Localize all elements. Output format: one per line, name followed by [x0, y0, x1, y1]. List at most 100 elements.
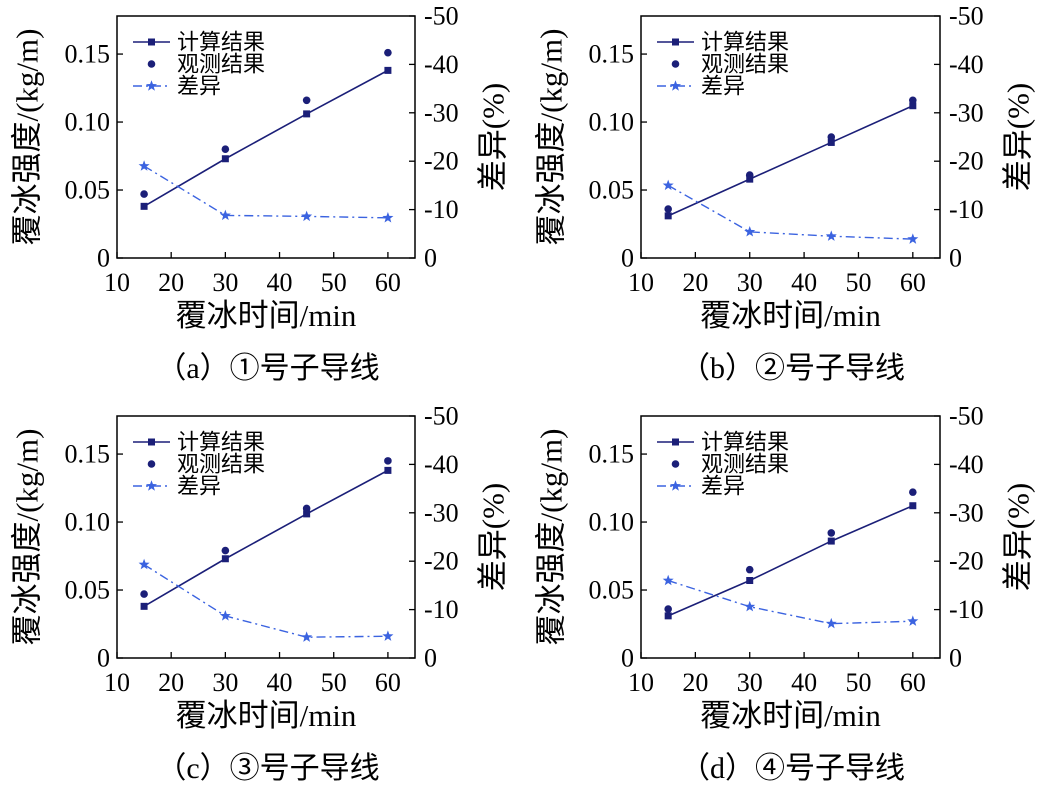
calculated-line — [143, 469, 389, 608]
y-tick-label-right: -10 — [424, 595, 459, 624]
chart-panel-b: 10 20 30 40 50 60 0 0.05 0.10 0.15 0 -10 -20 -30 -40 -5… — [534, 2, 1036, 386]
legend-item-calculated: 计算结果 — [133, 30, 265, 55]
calculated-line — [143, 69, 389, 208]
y-tick-label-left: 0.15 — [589, 440, 635, 469]
y-axis-label-right: 差异(%) — [1001, 83, 1036, 191]
chart-panel-a: 10 20 30 40 50 60 0 0.05 0.10 0.15 0 -10 -20 -30 -40 -5… — [10, 2, 511, 386]
legend-item-calculated: 计算结果 — [657, 430, 789, 455]
calculated-point — [221, 555, 229, 563]
legend-marker-sample — [671, 60, 680, 68]
y-tick-label-left: 0.15 — [65, 440, 111, 469]
calculated-point — [909, 102, 917, 110]
y-tick-label-right: -20 — [424, 147, 459, 176]
y-tick-label-right: 0 — [424, 244, 437, 273]
x-axis-label: 覆冰时间/min — [700, 698, 881, 733]
chart-panel-c: 10 20 30 40 50 60 0 0.05 0.10 0.15 0 -10 -20 -30 -40 -5… — [10, 402, 511, 786]
y-tick-label-left: 0.05 — [65, 576, 111, 605]
x-axis-label: 覆冰时间/min — [176, 698, 357, 733]
y-tick-label-left: 0 — [621, 244, 634, 273]
legend-item-observed: 观测结果 — [671, 452, 789, 477]
x-tick-label: 60 — [900, 668, 926, 697]
x-axis-label: 覆冰时间/min — [176, 298, 357, 333]
difference-point — [744, 600, 756, 612]
legend-marker-sample — [145, 80, 158, 91]
legend-marker-sample — [147, 460, 156, 468]
x-tick-label: 10 — [104, 668, 130, 697]
difference-line — [143, 165, 388, 219]
y-tick-label-right: 0 — [424, 644, 437, 673]
y-tick-label-left: 0.05 — [589, 176, 635, 205]
legend-label: 计算结果 — [177, 30, 265, 55]
difference-point — [662, 574, 674, 586]
legend-marker-sample — [671, 460, 680, 468]
difference-point — [382, 630, 394, 641]
y-tick-label-right: -40 — [424, 50, 459, 79]
difference-point — [219, 610, 231, 621]
x-tick-label: 60 — [375, 268, 401, 297]
legend-marker-sample — [148, 438, 155, 446]
y-tick-label-left: 0.15 — [65, 40, 111, 69]
plot-frame — [640, 15, 941, 259]
legend-label: 计算结果 — [177, 430, 265, 455]
calculated-line — [667, 105, 914, 217]
y-tick-label-left: 0.10 — [65, 108, 111, 137]
difference-point — [219, 209, 231, 221]
observed-point — [664, 205, 672, 213]
legend-marker-sample — [672, 438, 679, 446]
x-tick-label: 20 — [682, 668, 708, 697]
x-tick-label: 40 — [791, 268, 817, 297]
legend-item-difference: 差异 — [133, 74, 221, 99]
observed-point — [745, 171, 754, 179]
y-tick-label-left: 0.10 — [589, 508, 635, 537]
y-tick-label-right: -40 — [424, 450, 459, 479]
x-tick-label: 50 — [321, 268, 347, 297]
y-axis-label-right: 差异(%) — [476, 83, 511, 191]
legend-item-observed: 观测结果 — [147, 52, 265, 77]
legend-item-calculated: 计算结果 — [657, 30, 789, 55]
legend-item-difference: 差异 — [657, 474, 745, 499]
difference-point — [825, 230, 837, 241]
observed-point — [909, 488, 917, 496]
difference-point — [744, 226, 756, 237]
legend-marker-sample — [148, 38, 155, 46]
x-tick-label: 20 — [158, 668, 184, 697]
observed-point — [664, 605, 672, 613]
x-tick-label: 10 — [628, 668, 654, 697]
observed-point — [302, 504, 311, 513]
x-tick-label: 50 — [845, 268, 871, 297]
y-tick-label-right: -10 — [949, 195, 984, 224]
calculated-point — [909, 502, 917, 510]
y-tick-label-left: 0 — [97, 644, 110, 673]
plot-frame — [640, 415, 941, 659]
calculated-point — [384, 466, 392, 474]
calculated-point — [384, 66, 392, 74]
y-axis-label-right: 差异(%) — [476, 483, 511, 591]
legend-item-difference: 差异 — [133, 474, 221, 499]
chart-panel-d: 10 20 30 40 50 60 0 0.05 0.10 0.15 0 -10 -20 -30 -40 -5… — [534, 402, 1036, 786]
y-tick-label-right: -40 — [949, 50, 984, 79]
legend-label: 差异 — [701, 474, 745, 499]
y-tick-label-right: -20 — [949, 147, 984, 176]
y-axis-label-left: 覆冰强度/(kg/m) — [10, 429, 45, 646]
legend-label: 计算结果 — [701, 30, 789, 55]
observed-point — [384, 48, 392, 57]
calculated-point — [827, 537, 835, 545]
legend-label: 计算结果 — [701, 430, 789, 455]
y-tick-label-left: 0.15 — [589, 40, 635, 69]
legend-marker-sample — [147, 60, 156, 68]
x-tick-label: 60 — [900, 268, 926, 297]
legend-marker-sample — [672, 38, 679, 46]
x-tick-label: 50 — [321, 668, 347, 697]
legend-marker-sample — [669, 480, 682, 491]
legend-label: 观测结果 — [177, 52, 265, 77]
y-tick-label-left: 0 — [621, 644, 634, 673]
y-tick-label-left: 0.10 — [589, 108, 635, 137]
x-tick-label: 30 — [737, 668, 763, 697]
calculated-point — [746, 577, 754, 585]
x-tick-label: 10 — [104, 268, 130, 297]
panel-caption: （c）③号子导线 — [156, 752, 379, 785]
calculated-point — [303, 110, 311, 118]
panel-caption: （b）②号子导线 — [680, 352, 905, 385]
